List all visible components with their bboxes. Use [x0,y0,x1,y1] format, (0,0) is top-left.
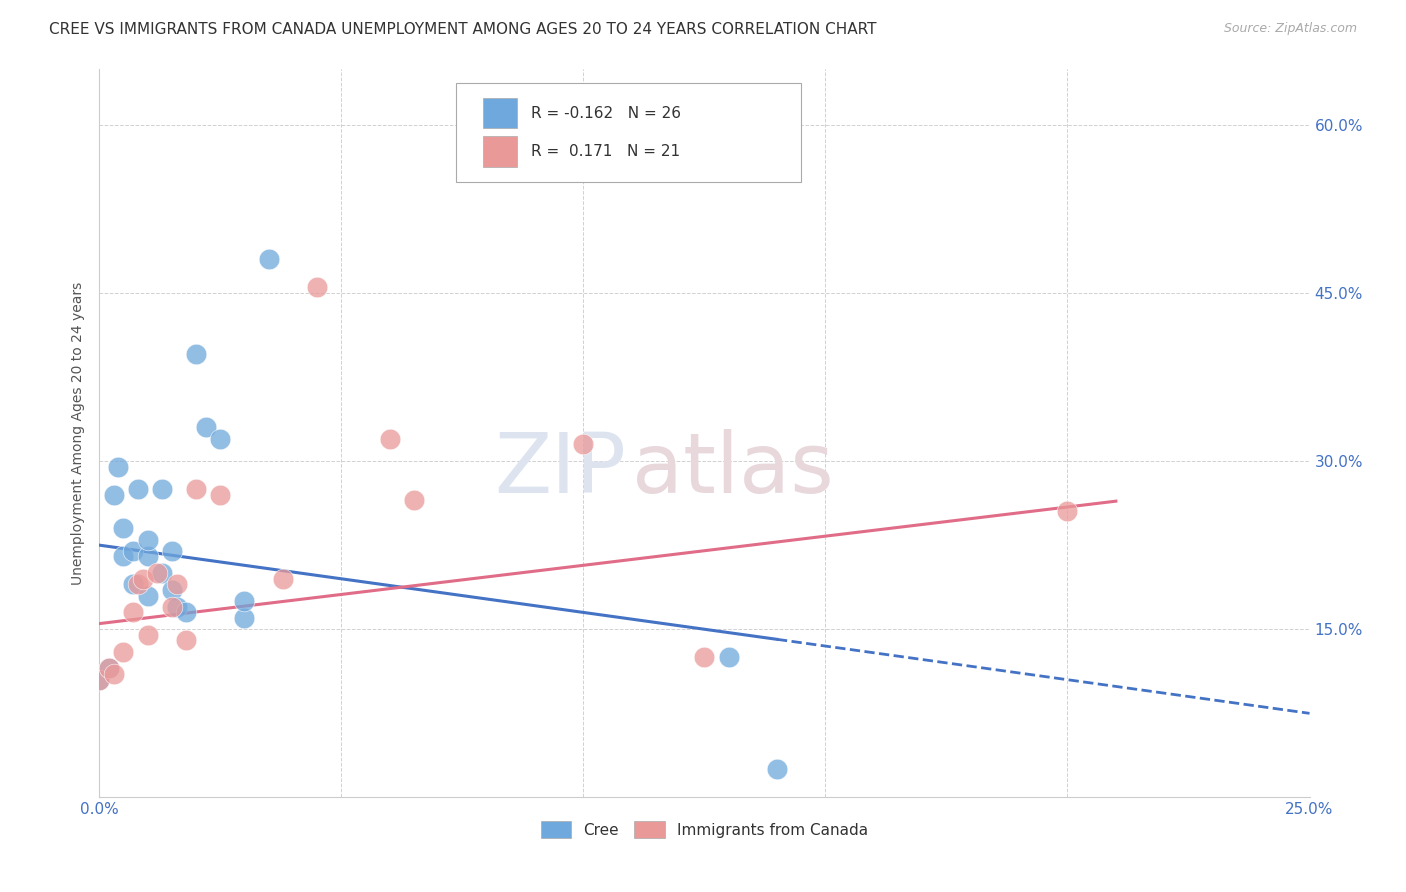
Point [112,549,135,564]
Point [150,566,173,581]
Point [209,432,232,446]
Point [378,432,401,446]
Point [160,543,183,558]
Point [184,482,207,496]
Point [271,572,294,586]
Text: atlas: atlas [631,429,834,510]
Text: ZIP: ZIP [494,429,626,510]
Point [136,549,159,564]
Point [233,611,256,625]
Point [131,572,153,586]
Point [717,650,740,665]
Y-axis label: Unemployment Among Ages 20 to 24 years: Unemployment Among Ages 20 to 24 years [72,281,86,584]
Point [1056,504,1078,518]
Point [97,661,120,675]
FancyBboxPatch shape [456,83,801,181]
FancyBboxPatch shape [482,136,517,167]
Point [233,594,256,608]
Point [103,667,125,681]
Point [572,437,595,451]
Text: Source: ZipAtlas.com: Source: ZipAtlas.com [1223,22,1357,36]
Point [166,577,188,591]
FancyBboxPatch shape [482,98,517,128]
Point [160,582,183,597]
Point [305,280,328,294]
Point [402,493,425,508]
Point [89,673,111,687]
Point [122,577,145,591]
Text: R =  0.171   N = 21: R = 0.171 N = 21 [531,145,681,159]
Point [89,673,111,687]
Point [166,599,188,614]
Point [136,628,159,642]
Point [107,459,129,474]
Point [160,599,183,614]
Point [103,488,125,502]
Point [150,482,173,496]
Point [174,633,197,648]
Point [127,482,149,496]
Legend: Cree, Immigrants from Canada: Cree, Immigrants from Canada [534,814,875,845]
Point [184,347,207,361]
Text: CREE VS IMMIGRANTS FROM CANADA UNEMPLOYMENT AMONG AGES 20 TO 24 YEARS CORRELATIO: CREE VS IMMIGRANTS FROM CANADA UNEMPLOYM… [49,22,877,37]
Point [112,521,135,535]
Point [194,420,217,434]
Point [693,650,716,665]
Point [112,645,135,659]
Point [97,661,120,675]
Point [127,577,149,591]
Point [122,606,145,620]
Point [146,566,169,581]
Text: R = -0.162   N = 26: R = -0.162 N = 26 [531,105,682,120]
Point [766,763,789,777]
Point [122,543,145,558]
Point [209,488,232,502]
Point [136,589,159,603]
Point [136,533,159,547]
Point [174,606,197,620]
Point [257,252,280,267]
